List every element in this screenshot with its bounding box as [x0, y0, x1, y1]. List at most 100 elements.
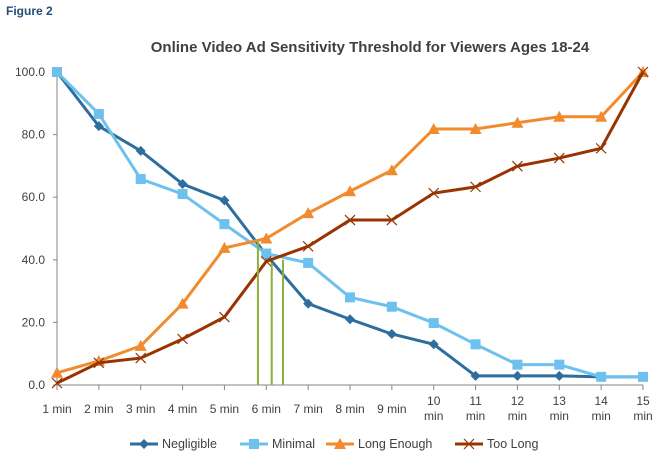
data-point-square	[52, 67, 62, 77]
data-point-diamond	[470, 370, 481, 381]
data-point-square	[638, 371, 648, 382]
data-point-x	[302, 240, 314, 252]
legend-item: Negligible	[130, 437, 217, 451]
y-tick-label: 80.0	[22, 128, 46, 142]
x-tick-label: 8 min	[335, 402, 364, 416]
legend-label: Minimal	[272, 437, 315, 451]
data-point-triangle	[511, 116, 524, 128]
data-point-diamond	[139, 439, 149, 449]
series-too-long	[51, 66, 649, 389]
data-point-diamond	[512, 370, 523, 381]
data-point-triangle	[51, 366, 63, 378]
data-point-square	[428, 318, 439, 329]
data-point-triangle	[344, 185, 356, 197]
data-point-triangle	[302, 207, 315, 219]
y-tick-label: 100.0	[15, 65, 45, 79]
data-point-triangle	[134, 339, 147, 351]
data-point-square	[345, 292, 355, 303]
data-point-diamond	[93, 121, 104, 132]
y-tick-label: 60.0	[22, 190, 46, 204]
x-tick-label-line: 14	[594, 394, 608, 408]
data-point-x	[260, 255, 272, 267]
x-tick-label: 12 min	[508, 394, 527, 423]
legend-item: Too Long	[455, 437, 538, 451]
x-tick-label: 2 min	[84, 402, 113, 416]
data-point-x	[177, 333, 188, 345]
legend-item: Long Enough	[326, 437, 432, 451]
data-point-x	[219, 311, 230, 323]
x-tick-label: 11 min	[466, 394, 485, 423]
data-point-triangle	[218, 241, 231, 253]
series-minimal	[52, 67, 648, 382]
data-point-diamond	[219, 195, 230, 206]
x-tick-label: 4 min	[168, 402, 197, 416]
data-point-x	[470, 181, 481, 193]
x-tick-label: 14 min	[591, 394, 610, 423]
x-tick-label: 6 min	[252, 402, 281, 416]
x-tick-label-line: 12	[511, 394, 525, 408]
data-point-square	[93, 108, 104, 119]
x-tick-label: 3 min	[126, 402, 155, 416]
x-tick-label-line: min	[508, 409, 527, 423]
data-point-square	[219, 219, 230, 230]
x-tick-label: 7 min	[293, 402, 322, 416]
data-point-x	[93, 357, 105, 369]
x-tick-label-line: 15	[636, 394, 650, 408]
x-tick-label: 9 min	[377, 402, 406, 416]
chart-title: Online Video Ad Sensitivity Threshold fo…	[151, 39, 590, 56]
data-point-diamond	[135, 145, 146, 156]
legend-label: Long Enough	[358, 437, 432, 451]
data-point-x	[463, 438, 475, 450]
data-point-square	[177, 189, 188, 200]
x-tick-label-line: min	[466, 409, 485, 423]
data-point-x	[428, 187, 440, 199]
data-point-diamond	[386, 328, 397, 339]
x-tick-label-line: min	[424, 409, 443, 423]
data-point-square	[470, 339, 481, 350]
y-tick-label: 20.0	[22, 315, 46, 329]
data-point-square	[512, 359, 523, 370]
x-tick-label-line: min	[633, 409, 652, 423]
data-point-diamond	[303, 298, 314, 309]
x-tick-label: 5 min	[210, 402, 239, 416]
data-point-square	[135, 174, 146, 185]
data-point-x	[637, 66, 649, 78]
data-point-triangle	[334, 438, 346, 449]
data-point-triangle	[469, 122, 482, 134]
figure-label: Figure 2	[6, 4, 53, 18]
data-point-diamond	[554, 370, 565, 381]
data-point-diamond	[177, 179, 188, 190]
data-point-x	[344, 214, 356, 226]
legend-item: Minimal	[240, 437, 315, 451]
data-point-square	[303, 257, 314, 268]
y-tick-label: 0.0	[28, 378, 45, 392]
data-point-x	[595, 142, 607, 154]
data-point-x	[553, 152, 565, 164]
x-tick-label: 10 min	[424, 394, 443, 423]
data-point-x	[51, 377, 63, 389]
data-point-triangle	[427, 122, 440, 134]
data-point-square	[554, 359, 565, 370]
data-point-square	[596, 371, 607, 382]
x-tick-label: 15 min	[633, 394, 652, 423]
series-long-enough	[51, 66, 649, 378]
data-point-triangle	[553, 110, 566, 122]
x-tick-label: 1 min	[42, 402, 71, 416]
x-tick-label: 13 min	[550, 394, 569, 423]
data-point-x	[135, 352, 147, 364]
data-point-x	[386, 214, 398, 226]
data-point-triangle	[385, 164, 398, 176]
data-point-x	[512, 160, 523, 172]
y-tick-label: 40.0	[22, 253, 46, 267]
x-tick-label-line: 13	[553, 394, 567, 408]
data-point-diamond	[428, 339, 439, 350]
data-point-triangle	[260, 232, 273, 244]
data-point-square	[249, 439, 259, 449]
x-tick-label-line: min	[591, 409, 610, 423]
legend-label: Negligible	[162, 437, 217, 451]
x-tick-label-line: min	[550, 409, 569, 423]
x-tick-label-line: 10	[427, 394, 441, 408]
data-point-square	[386, 301, 397, 312]
